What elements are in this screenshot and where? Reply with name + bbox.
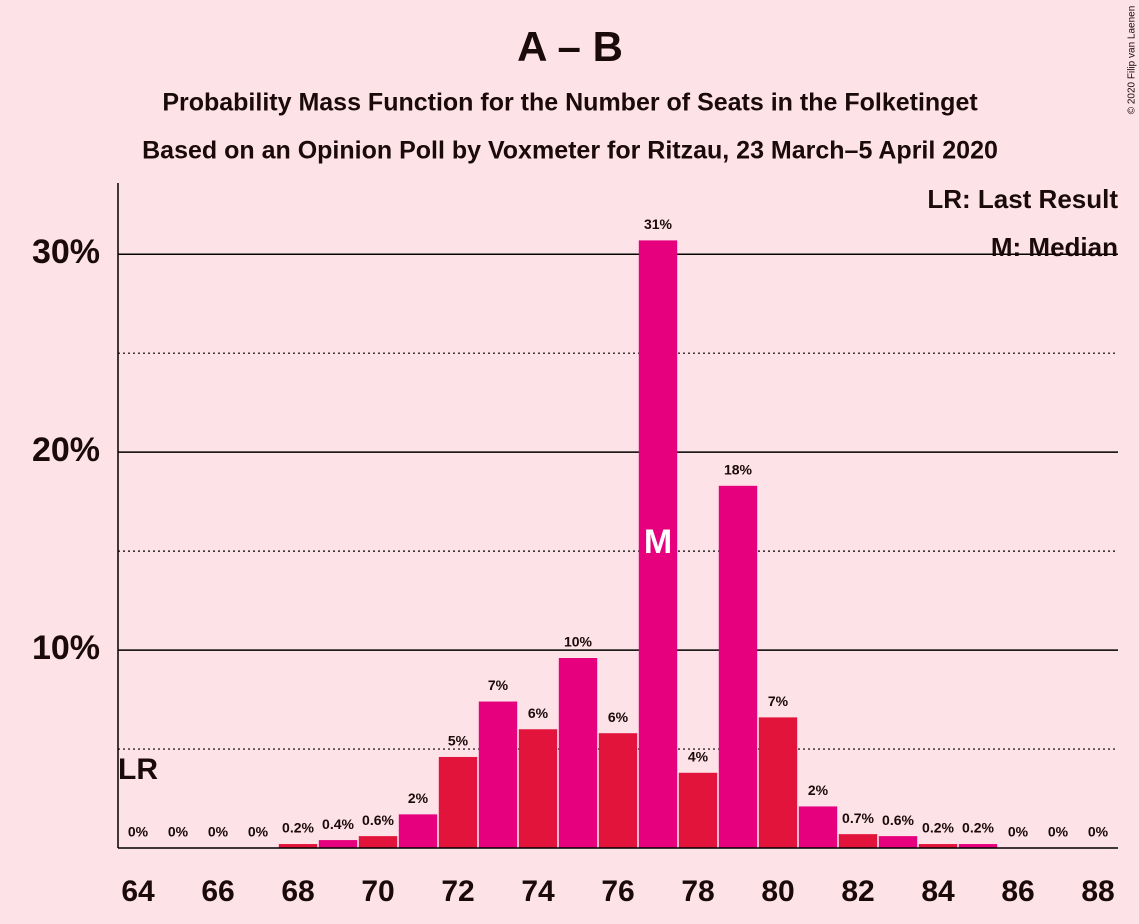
x-tick-label: 66: [201, 875, 234, 908]
x-tick-label: 80: [761, 875, 794, 908]
x-tick-label: 82: [841, 875, 874, 908]
bar: [598, 733, 638, 848]
x-tick-label: 64: [121, 875, 155, 908]
data-label: 2%: [808, 782, 829, 798]
bar: [398, 814, 438, 848]
bar: [558, 658, 598, 848]
bar: [318, 840, 358, 848]
x-tick-label: 74: [521, 875, 555, 908]
copyright: © 2020 Filip van Laenen: [1127, 6, 1138, 115]
data-label: 0%: [168, 824, 189, 840]
data-label: 0%: [128, 824, 149, 840]
data-label: 0.2%: [282, 820, 314, 836]
data-label: 7%: [768, 693, 789, 709]
legend-entry: M: Median: [991, 232, 1118, 262]
data-label: 31%: [644, 216, 673, 232]
bar: [638, 240, 678, 849]
bar: [798, 806, 838, 848]
bar: [878, 836, 918, 848]
data-label: 0.6%: [362, 812, 394, 828]
x-tick-label: 88: [1081, 875, 1114, 908]
data-label: 18%: [724, 462, 753, 478]
data-label: 7%: [488, 677, 509, 693]
median-marker: M: [644, 523, 672, 561]
bar: [838, 834, 878, 848]
data-label: 0.2%: [922, 820, 954, 836]
y-tick-label: 10%: [32, 629, 100, 667]
x-tick-label: 70: [361, 875, 394, 908]
bar: [718, 485, 758, 848]
data-label: 5%: [448, 733, 469, 749]
data-label: 0%: [1008, 824, 1029, 840]
data-label: 0%: [1048, 824, 1069, 840]
data-label: 6%: [528, 705, 549, 721]
bar: [438, 756, 478, 848]
data-label: 0.4%: [322, 816, 354, 832]
bar: [918, 844, 958, 848]
legend-entry: LR: Last Result: [927, 184, 1118, 214]
data-label: 4%: [688, 748, 709, 764]
data-label: 0%: [208, 824, 229, 840]
chart-title: A – B: [517, 23, 623, 70]
bar: [678, 772, 718, 848]
x-tick-label: 72: [441, 875, 474, 908]
x-tick-label: 86: [1001, 875, 1034, 908]
bar: [278, 844, 318, 848]
data-label: 0%: [1088, 824, 1109, 840]
x-tick-label: 76: [601, 875, 634, 908]
y-tick-label: 20%: [32, 431, 100, 469]
x-tick-label: 68: [281, 875, 314, 908]
bar: [478, 701, 518, 848]
bar: [758, 717, 798, 848]
x-tick-label: 84: [921, 875, 955, 908]
data-label: 0.7%: [842, 810, 874, 826]
data-label: 6%: [608, 709, 629, 725]
bar: [518, 729, 558, 848]
data-label: 0%: [248, 824, 269, 840]
bar: [358, 836, 398, 848]
last-result-marker: LR: [118, 753, 158, 786]
bar: [958, 844, 998, 848]
data-label: 10%: [564, 634, 593, 650]
subtitle: Probability Mass Function for the Number…: [162, 89, 978, 117]
data-label: 2%: [408, 790, 429, 806]
data-label: 0.2%: [962, 820, 994, 836]
x-tick-label: 78: [681, 875, 714, 908]
subtitle: Based on an Opinion Poll by Voxmeter for…: [142, 137, 998, 165]
y-tick-label: 30%: [32, 233, 100, 271]
data-label: 0.6%: [882, 812, 914, 828]
